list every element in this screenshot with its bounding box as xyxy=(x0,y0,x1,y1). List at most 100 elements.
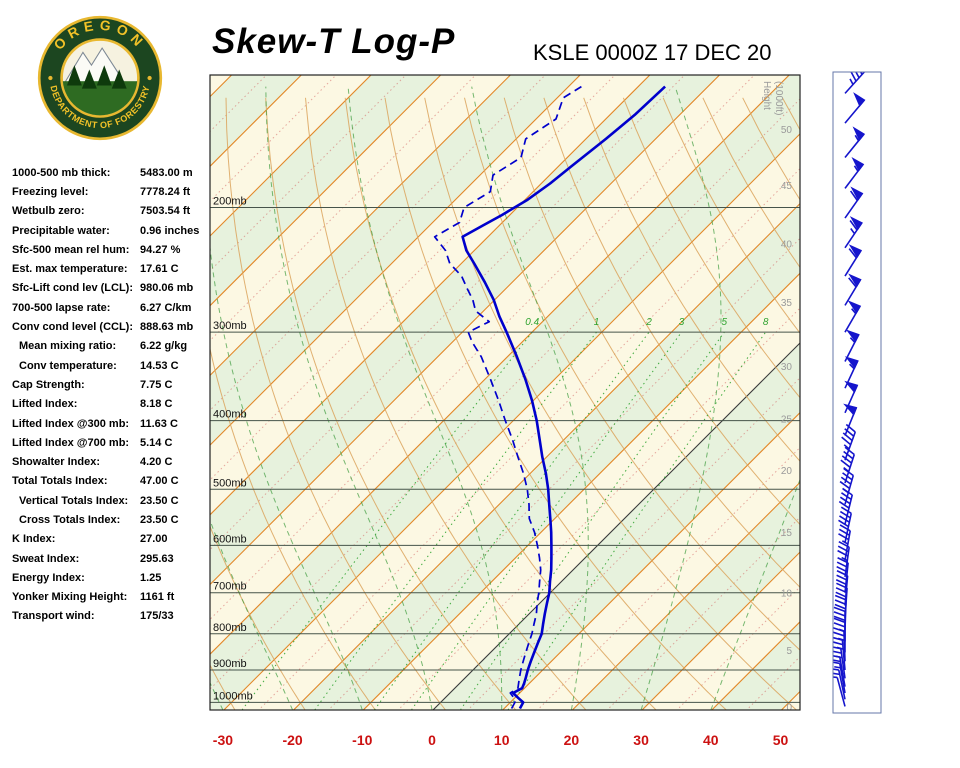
svg-text:300mb: 300mb xyxy=(213,320,247,332)
svg-text:0: 0 xyxy=(428,732,436,748)
index-label: Est. max temperature: xyxy=(12,263,128,276)
index-row: Mean mixing ratio: 6.22 g/kg xyxy=(12,337,224,356)
svg-text:-30: -30 xyxy=(213,732,233,748)
wind-barb xyxy=(833,675,846,707)
svg-text:1000mb: 1000mb xyxy=(213,690,253,702)
index-label: Yonker Mixing Height: xyxy=(12,591,128,604)
indices-panel: 1000-500 mb thick: 5483.00 m Freezing leve… xyxy=(12,163,224,626)
index-row: Precipitable water: 0.96 inches xyxy=(12,221,224,240)
mixing-ratio-lines xyxy=(241,331,767,710)
index-value: 7.75 C xyxy=(140,378,173,391)
dewpoint-trace xyxy=(433,85,582,709)
index-value: 5483.00 m xyxy=(140,166,193,179)
sounding-profiles xyxy=(433,85,666,710)
svg-text:1: 1 xyxy=(594,317,600,328)
svg-text:45: 45 xyxy=(781,181,793,192)
wind-barb xyxy=(844,356,859,389)
svg-text:5: 5 xyxy=(786,646,792,657)
index-row: Vertical Totals Index: 23.50 C xyxy=(12,491,224,510)
mixing-ratio-labels: 0.4 1 2 3 5 8 xyxy=(525,317,769,328)
index-row: Est. max temperature: 17.61 C xyxy=(12,259,224,278)
index-row: Transport wind: 175/33 xyxy=(12,607,224,626)
wind-barb xyxy=(844,300,862,333)
index-value: 11.63 C xyxy=(140,417,178,430)
index-row: Conv temperature: 14.53 C xyxy=(12,356,224,375)
index-row: 1000-500 mb thick: 5483.00 m xyxy=(12,163,224,182)
index-row: Wetbulb zero: 7503.54 ft xyxy=(12,202,224,221)
svg-text:0.4: 0.4 xyxy=(525,317,539,328)
svg-text:30: 30 xyxy=(781,362,793,373)
svg-text:Height: Height xyxy=(761,81,772,110)
index-value: 94.27 % xyxy=(140,243,181,256)
index-label: Showalter Index: xyxy=(12,456,101,469)
svg-text:500mb: 500mb xyxy=(213,477,247,489)
index-value: 0.96 inches xyxy=(140,224,200,237)
index-row: K Index: 27.00 xyxy=(12,530,224,549)
index-row: 700-500 lapse rate: 6.27 C/km xyxy=(12,298,224,317)
svg-text:20: 20 xyxy=(781,466,793,477)
index-label: Conv cond level (CCL): xyxy=(12,321,134,334)
index-label: Freezing level: xyxy=(12,185,89,198)
svg-text:40: 40 xyxy=(703,732,719,748)
index-label: Lifted Index @300 mb: xyxy=(12,417,130,430)
index-value: 6.22 g/kg xyxy=(140,340,188,353)
index-value: 7503.54 ft xyxy=(140,205,191,218)
wind-barb-panel xyxy=(832,71,882,714)
index-value: 980.06 mb xyxy=(140,282,194,295)
svg-text:25: 25 xyxy=(781,414,793,425)
index-row: Cross Totals Index: 23.50 C xyxy=(12,510,224,529)
svg-text:50: 50 xyxy=(773,732,789,748)
ring-star-left xyxy=(48,75,53,81)
svg-text:40: 40 xyxy=(781,240,793,251)
svg-text:20: 20 xyxy=(564,732,580,748)
index-label: Mean mixing ratio: xyxy=(19,340,117,353)
index-row: Yonker Mixing Height: 1161 ft xyxy=(12,588,224,607)
wind-barb xyxy=(844,244,863,277)
index-value: 5.14 C xyxy=(140,436,173,449)
index-row: Total Totals Index: 47.00 C xyxy=(12,472,224,491)
index-value: 1.25 xyxy=(140,571,162,584)
index-value: 7778.24 ft xyxy=(140,185,191,198)
temperature-trace xyxy=(461,85,666,710)
index-value: 1161 ft xyxy=(140,591,175,604)
index-row: Lifted Index @300 mb: 11.63 C xyxy=(12,414,224,433)
index-label: Cross Totals Index: xyxy=(19,513,121,526)
index-label: Transport wind: xyxy=(12,610,95,623)
index-row: Freezing level: 7778.24 ft xyxy=(12,182,224,201)
index-label: 700-500 lapse rate: xyxy=(12,301,111,314)
dry-adiabats xyxy=(210,97,800,710)
svg-text:900mb: 900mb xyxy=(213,658,247,670)
index-value: 23.50 C xyxy=(140,513,179,526)
index-label: Sweat Index: xyxy=(12,552,80,565)
svg-text:600mb: 600mb xyxy=(213,533,247,545)
svg-text:800mb: 800mb xyxy=(213,622,247,634)
wind-barb xyxy=(839,467,855,505)
index-label: Sfc-Lift cond lev (LCL): xyxy=(12,282,133,295)
index-value: 4.20 C xyxy=(140,456,173,469)
wind-barbs xyxy=(833,72,866,707)
wind-barb xyxy=(838,506,853,543)
svg-text:-20: -20 xyxy=(282,732,302,748)
wind-barb xyxy=(844,380,859,414)
svg-text:10: 10 xyxy=(494,732,510,748)
svg-text:3: 3 xyxy=(679,317,685,328)
wind-barb xyxy=(840,446,856,484)
index-row: Showalter Index: 4.20 C xyxy=(12,452,224,471)
index-value: 6.27 C/km xyxy=(140,301,192,314)
svg-text:(1000ft): (1000ft) xyxy=(773,81,784,115)
index-label: Vertical Totals Index: xyxy=(19,494,129,507)
plot-border xyxy=(209,74,801,711)
index-value: 295.63 xyxy=(140,552,174,565)
svg-text:0: 0 xyxy=(786,702,792,713)
index-label: Total Totals Index: xyxy=(12,475,108,488)
svg-text:700mb: 700mb xyxy=(213,581,247,593)
index-label: Lifted Index: xyxy=(12,398,78,411)
index-row: Sweat Index: 295.63 xyxy=(12,549,224,568)
ring-star-right xyxy=(147,75,152,81)
temp-axis-labels: -30 -20 -10 0 10 20 30 40 50 xyxy=(213,732,789,748)
wind-barb xyxy=(844,126,866,159)
svg-text:10: 10 xyxy=(781,589,793,600)
index-value: 175/33 xyxy=(140,610,174,623)
